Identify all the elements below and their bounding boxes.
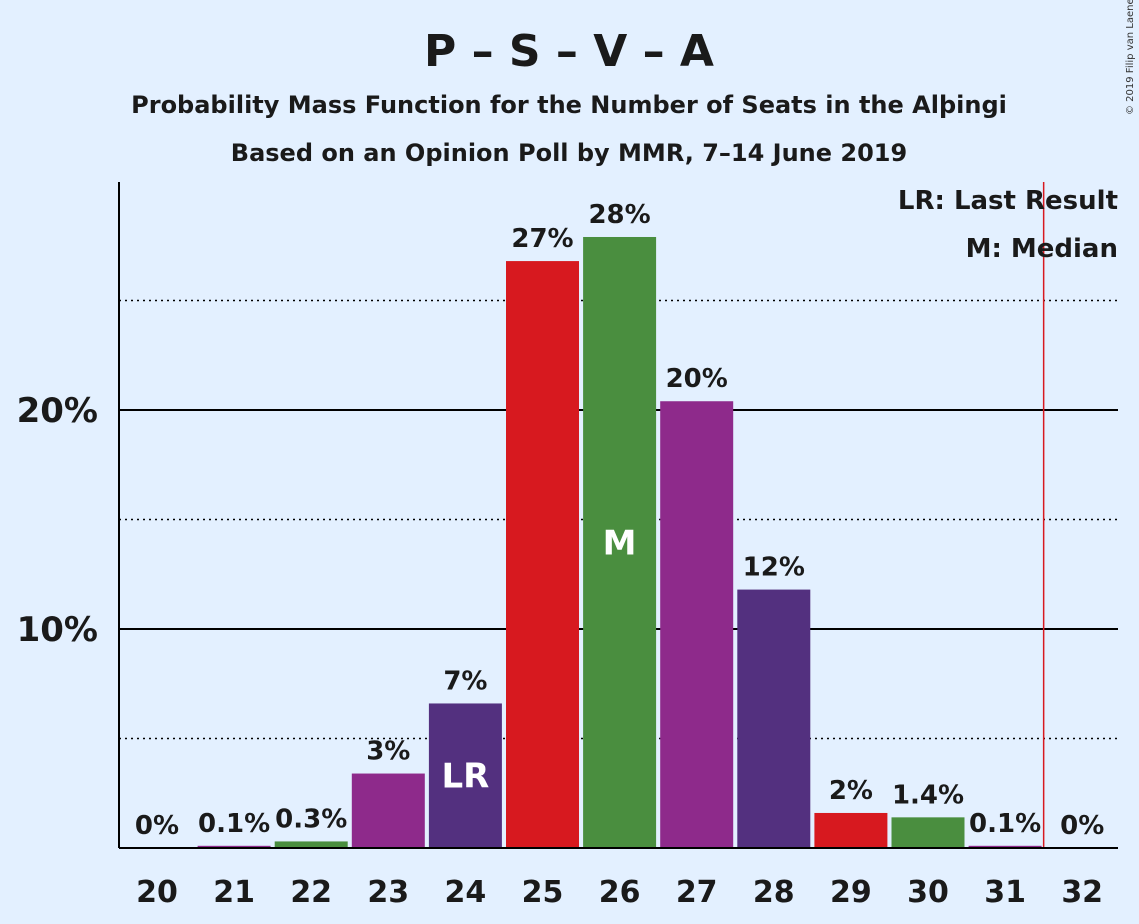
- bar-26: [583, 236, 657, 849]
- x-tick-label-24: 24: [445, 875, 487, 910]
- legend-entry-median: M: Median: [966, 234, 1118, 264]
- data-label-27: 20%: [666, 364, 728, 394]
- x-tick-label-27: 27: [676, 875, 718, 910]
- x-tick-label-26: 26: [599, 875, 641, 910]
- data-label-30: 1.4%: [892, 780, 964, 810]
- bar-30: [891, 817, 965, 848]
- x-tick-label-20: 20: [136, 875, 178, 910]
- x-tick-label-30: 30: [907, 875, 949, 910]
- y-tick-label: 20%: [17, 391, 98, 431]
- x-tick-label-25: 25: [522, 875, 564, 910]
- chart-subtitle-1: Probability Mass Function for the Number…: [131, 91, 1007, 119]
- y-tick-label: 10%: [17, 610, 98, 650]
- x-tick-label-29: 29: [830, 875, 872, 910]
- x-tick-label-28: 28: [753, 875, 795, 910]
- median-marker: M: [603, 523, 637, 563]
- data-label-21: 0.1%: [198, 809, 270, 839]
- last-result-marker: LR: [441, 757, 489, 797]
- x-tick-label-22: 22: [290, 875, 332, 910]
- data-label-25: 27%: [511, 224, 573, 254]
- data-label-23: 3%: [366, 737, 410, 767]
- chart-subtitle-2: Based on an Opinion Poll by MMR, 7–14 Ju…: [231, 139, 907, 167]
- bar-29: [814, 812, 888, 848]
- x-tick-label-21: 21: [213, 875, 255, 910]
- bar-21: [197, 845, 271, 848]
- bar-27: [660, 401, 734, 848]
- data-label-31: 0.1%: [969, 809, 1041, 839]
- x-tick-label-32: 32: [1061, 875, 1103, 910]
- data-label-28: 12%: [743, 553, 805, 583]
- plot-area: 10% 20% 0% 20 0.1% 21 0.3% 22 3% 23 7% 24 LR 27% 25 28%…: [17, 182, 1118, 910]
- bar-22: [274, 841, 348, 848]
- copyright-note: © 2019 Filip van Laenen: [1125, 0, 1136, 115]
- x-tick-label-31: 31: [984, 875, 1026, 910]
- bar-24: [428, 703, 502, 848]
- data-label-32: 0%: [1060, 811, 1104, 841]
- x-tick-label-23: 23: [367, 875, 409, 910]
- data-label-26: 28%: [588, 200, 650, 230]
- bar-23: [351, 773, 425, 848]
- bar-25: [506, 261, 579, 849]
- chart-title: P – S – V – A: [424, 26, 714, 77]
- bar-28: [737, 589, 811, 848]
- legend-entry-last-result: LR: Last Result: [898, 186, 1118, 216]
- data-label-24: 7%: [443, 666, 487, 696]
- bar-31: [968, 845, 1042, 848]
- data-label-29: 2%: [829, 776, 873, 806]
- data-label-22: 0.3%: [275, 804, 347, 834]
- data-label-20: 0%: [135, 811, 179, 841]
